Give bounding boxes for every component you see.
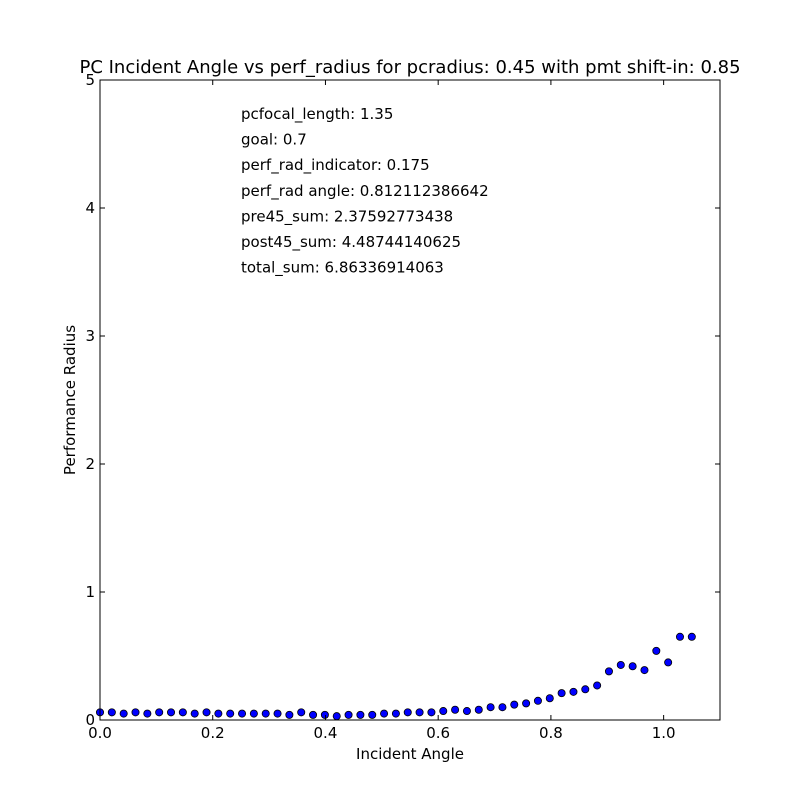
data-point [533, 696, 542, 705]
data-point [238, 709, 247, 718]
y-tick-label: 5 [85, 71, 95, 89]
data-point [628, 662, 637, 671]
data-point [380, 709, 389, 718]
data-point [155, 708, 164, 717]
x-tick-label: 0.0 [88, 724, 112, 742]
data-point [107, 708, 116, 717]
x-axis-label: Incident Angle [356, 745, 464, 763]
data-point [474, 705, 483, 714]
y-axis-label: Performance Radius [61, 325, 79, 475]
data-point [309, 710, 318, 719]
data-point [486, 703, 495, 712]
data-point [652, 646, 661, 655]
data-point [273, 709, 282, 718]
data-point [522, 699, 531, 708]
data-point [249, 709, 258, 718]
data-point [557, 689, 566, 698]
data-point [451, 705, 460, 714]
data-point [356, 710, 365, 719]
y-tick-label: 0 [85, 711, 95, 729]
data-point [569, 687, 578, 696]
data-point [285, 710, 294, 719]
annotation-text: pre45_sum: 2.37592773438 [241, 207, 453, 226]
data-point [439, 707, 448, 716]
y-tick-label: 2 [85, 455, 95, 473]
data-point [344, 710, 353, 719]
annotation-text: perf_rad angle: 0.812112386642 [241, 182, 489, 201]
annotation-text: pcfocal_length: 1.35 [241, 105, 393, 124]
data-point [664, 658, 673, 667]
data-point [616, 660, 625, 669]
data-point [403, 708, 412, 717]
data-point [604, 667, 613, 676]
data-point [190, 709, 199, 718]
data-point [131, 708, 140, 717]
x-axis-ticks: 0.0 0.2 0.4 0.6 0.8 1.0 [88, 80, 676, 742]
data-point [261, 709, 270, 718]
data-point [593, 681, 602, 690]
annotation-text: goal: 0.7 [241, 131, 307, 149]
x-tick-label: 0.8 [539, 724, 563, 742]
annotation-text: perf_rad_indicator: 0.175 [241, 156, 430, 175]
data-points [96, 632, 696, 721]
y-axis-ticks: 0 1 2 3 4 5 [85, 71, 720, 729]
data-point [581, 685, 590, 694]
data-point [427, 708, 436, 717]
data-point [640, 666, 649, 675]
annotation-text: total_sum: 6.86336914063 [241, 259, 444, 278]
data-point [462, 707, 471, 716]
data-point [297, 708, 306, 717]
data-point [391, 709, 400, 718]
y-tick-label: 1 [85, 583, 95, 601]
data-point [368, 710, 377, 719]
y-tick-label: 3 [85, 327, 95, 345]
x-tick-label: 1.0 [652, 724, 676, 742]
data-point [226, 709, 235, 718]
data-point [687, 632, 696, 641]
data-point [545, 694, 554, 703]
annotation-text: post45_sum: 4.48744140625 [241, 233, 461, 252]
plot-area [99, 79, 721, 721]
data-point [143, 709, 152, 718]
data-point [498, 703, 507, 712]
data-point [167, 708, 176, 717]
data-point [415, 708, 424, 717]
y-tick-label: 4 [85, 199, 95, 217]
data-point [675, 632, 684, 641]
x-tick-label: 0.2 [201, 724, 225, 742]
data-point [202, 708, 211, 717]
data-point [214, 709, 223, 718]
annotations: pcfocal_length: 1.35 goal: 0.7 perf_rad_in… [241, 105, 489, 278]
data-point [332, 712, 341, 721]
chart-title: PC Incident Angle vs perf_radius for pcr… [79, 57, 740, 78]
data-point [119, 709, 128, 718]
data-point [320, 710, 329, 719]
x-tick-label: 0.6 [426, 724, 450, 742]
data-point [510, 700, 519, 709]
data-point [178, 708, 187, 717]
x-tick-label: 0.4 [314, 724, 338, 742]
